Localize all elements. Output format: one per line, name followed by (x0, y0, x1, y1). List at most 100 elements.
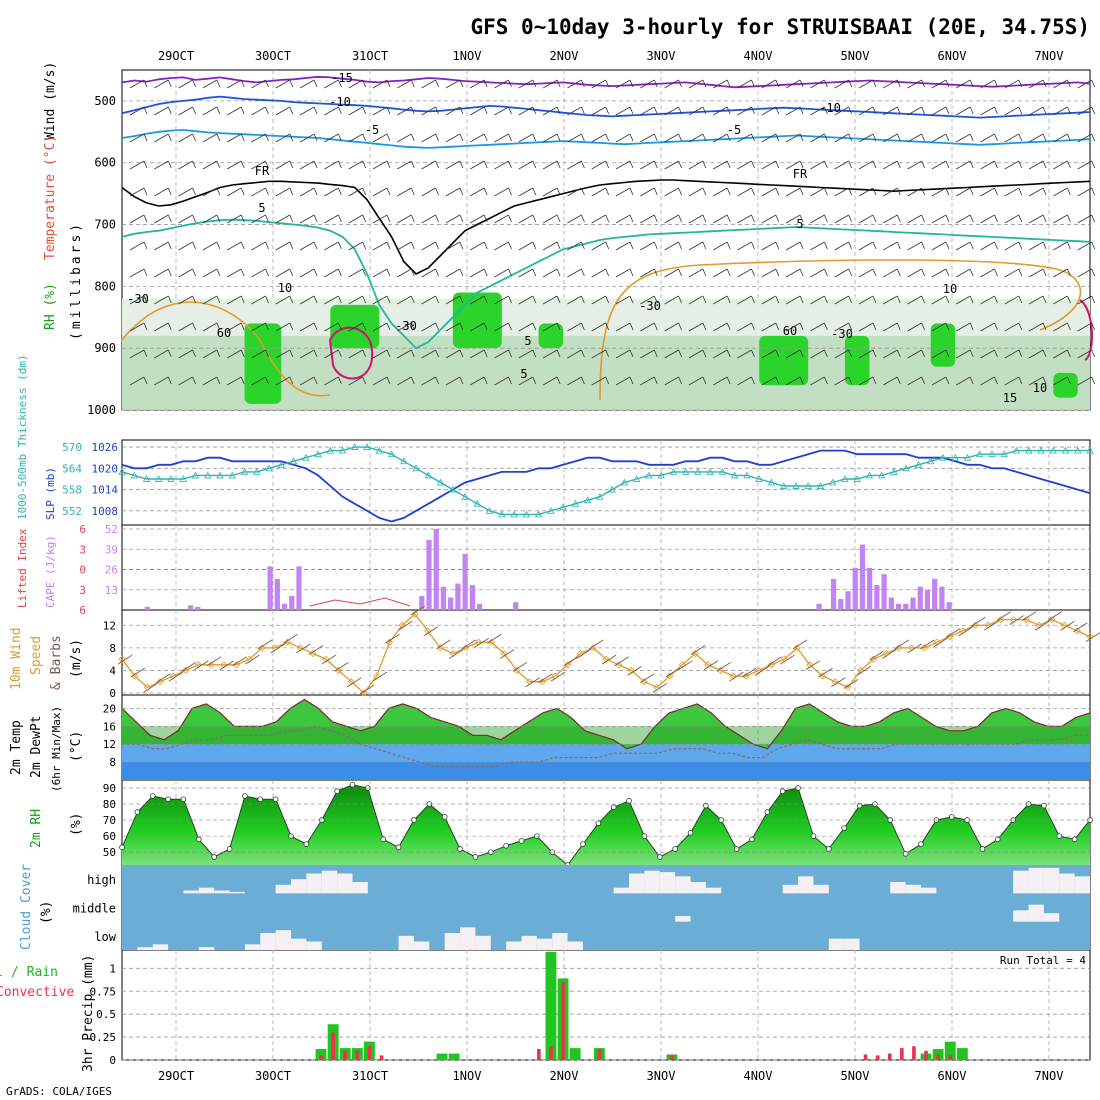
wind-barb (129, 187, 148, 197)
wind-barb-staff (1028, 160, 1044, 170)
wind-barb-staff (883, 160, 898, 170)
wind-barb-flag (1042, 187, 1047, 196)
wind-barb-staff (129, 268, 145, 278)
wind-barb (494, 322, 512, 332)
wind-barb (1028, 295, 1047, 305)
thickness-point (779, 482, 788, 489)
precip-total-bar (569, 1048, 581, 1060)
wind-barb (494, 241, 512, 251)
wind-barb-flag (824, 160, 828, 169)
wind-barb-flag (313, 376, 318, 385)
wind-barb-staff (202, 214, 218, 224)
wind-barb-flag (265, 106, 269, 115)
wind-barb (996, 611, 1012, 622)
wind-barb (296, 643, 311, 654)
thickness-point (228, 471, 236, 479)
cape-bar (440, 586, 447, 610)
wind-barb (567, 214, 585, 224)
wind-barb (615, 322, 634, 332)
wind-barb-staff (931, 106, 947, 116)
wind-barb (980, 133, 998, 143)
ylabel-wind: Wind (m/s) (43, 62, 58, 140)
rh-point (196, 836, 202, 843)
wind-barb (470, 160, 488, 170)
wind-barb (397, 133, 415, 143)
rh-point (457, 846, 463, 852)
wind-barb-staff (397, 268, 412, 278)
wind-barb-staff (615, 187, 631, 197)
wind-barb-flag (605, 295, 610, 304)
wind-barb (154, 322, 172, 332)
wind-barb (688, 214, 707, 224)
wind-barb-staff (251, 349, 266, 359)
wind-barb-flag (459, 160, 464, 169)
thickness-point (436, 478, 445, 486)
wind-barb (542, 187, 561, 197)
wind-barb-flag (338, 106, 342, 115)
thickness-point (767, 478, 776, 486)
wind-barb (931, 160, 950, 170)
wind-barb-staff (956, 106, 971, 116)
wind-barb-staff (470, 187, 485, 197)
wind-barb (275, 376, 294, 386)
wind-barb (956, 79, 974, 89)
wind-barb (1028, 349, 1047, 359)
wind-barb-staff (421, 376, 436, 386)
wind-barb-flag (848, 160, 853, 169)
wind-barb (591, 295, 610, 305)
wind-barb-flag (240, 295, 245, 304)
wind-barb-staff (202, 133, 218, 143)
wind-barb-flag (435, 376, 439, 385)
cloud-low-bar (244, 944, 261, 950)
cloud-high-bar (690, 882, 706, 894)
wind-barb-staff (275, 133, 290, 143)
wind-barb (761, 376, 780, 386)
wind-barb-flag (508, 187, 512, 196)
wind-barb-flag (532, 133, 537, 142)
rh-point (242, 793, 248, 799)
thickness-point (179, 475, 187, 482)
wind-barb-staff (518, 295, 533, 305)
wind-barb-staff (227, 106, 242, 116)
wind-barb-staff (202, 79, 218, 89)
wind-barb-flag (605, 160, 610, 169)
isotherm-m10 (121, 95, 1091, 119)
wind-barb-flag (289, 187, 294, 196)
wind-barb-staff (178, 268, 193, 278)
wind-barb-staff (931, 133, 947, 143)
wind-barb-flag (167, 187, 172, 196)
wind-barb (470, 214, 488, 224)
wind-barb-flag (799, 241, 804, 250)
wind-barb-flag (338, 214, 342, 223)
wind-barb (397, 160, 415, 170)
wind-barb (275, 214, 294, 224)
wind-barb-flag (896, 79, 901, 88)
wind-barb-flag (216, 160, 221, 169)
precip-convective-bar (912, 1046, 916, 1060)
thickness-point (878, 471, 886, 479)
wind-speed-point (602, 655, 610, 663)
wind-barb (372, 79, 391, 89)
wind-barb-staff (542, 376, 558, 386)
wind-barb (640, 214, 658, 224)
wind-barb-staff (883, 349, 898, 359)
wind-barb (518, 376, 537, 386)
wind-barb-flag (775, 79, 780, 88)
wind-barb-staff (421, 295, 436, 305)
wind-barb-staff (275, 376, 290, 386)
wind-barb (980, 295, 998, 305)
wind-barb-staff (834, 187, 849, 197)
wind-barb-staff (785, 295, 801, 305)
wind-barb-staff (858, 214, 874, 224)
thickness-point (473, 499, 482, 507)
ylabel-temperature: Temperature (°C) (43, 135, 58, 260)
cape-bar (881, 574, 887, 610)
wind-barb-staff (1004, 376, 1019, 386)
wind-barb-flag (678, 376, 682, 385)
wind-barb-flag (678, 133, 682, 142)
wind-barb-staff (324, 214, 339, 224)
ylabel-thickness: 1000-500mb Thickness (dm) (16, 354, 29, 520)
wind-barb (372, 160, 391, 170)
wind-barb-flag (410, 241, 415, 250)
wind-barb (761, 295, 780, 305)
